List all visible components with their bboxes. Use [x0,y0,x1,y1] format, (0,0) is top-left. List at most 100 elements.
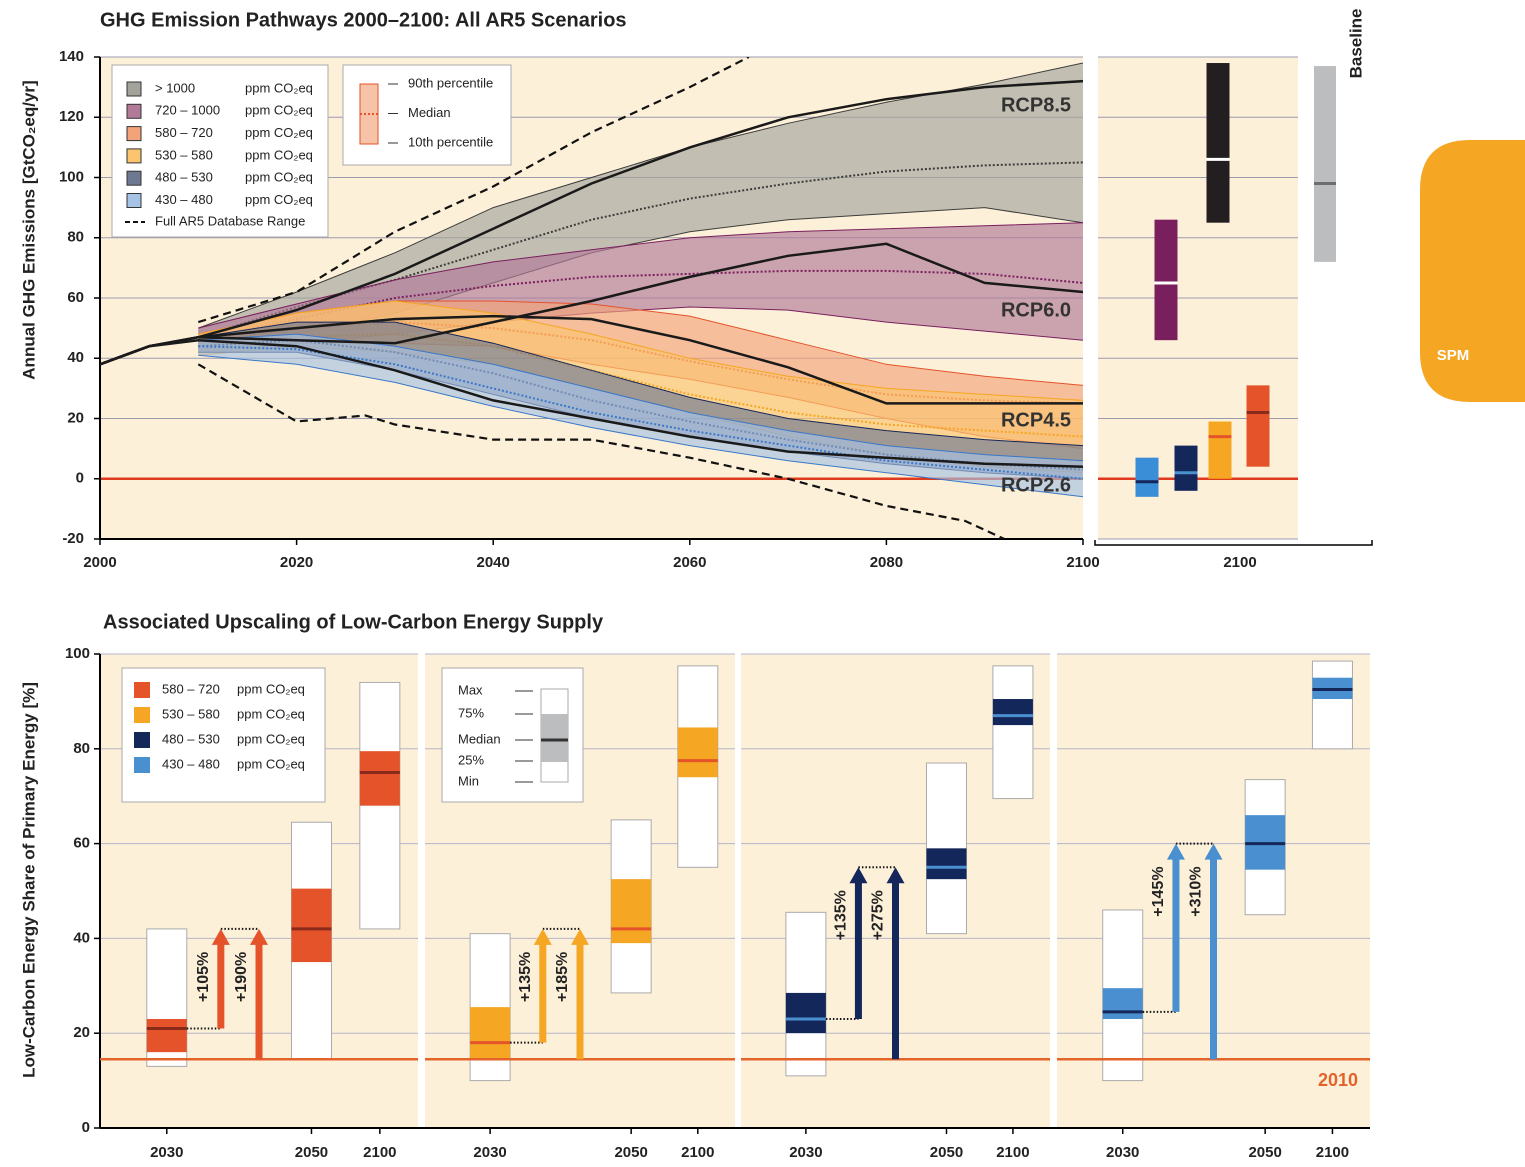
box-iqr [359,751,400,806]
box-whisker [992,665,1034,800]
y-tick-label: 80 [73,740,90,757]
y-tick-label: -20 [62,530,84,547]
increase-arrow [250,928,268,1060]
range-line [197,363,1005,539]
legend-label: > 1000 [155,80,195,95]
x-tick-label: 2100 [996,1144,1029,1161]
legend-label: 720 – 1000 [155,103,220,118]
range-bar [1208,421,1232,479]
legend-label: Min [458,773,479,788]
legend-swatch [126,103,142,119]
range-bar [1246,385,1270,467]
legend-label: 530 – 580 [155,147,213,162]
increase-arrow [533,928,552,1043]
y-tick-label: 100 [65,645,90,662]
band-upper [198,333,1083,462]
y-tick-label: 0 [82,1119,90,1136]
range-bar [1206,63,1230,223]
box-iqr [611,879,652,944]
section-tab [1420,140,1525,402]
reference-label: 2010 [1318,1070,1358,1090]
legend-label: 480 – 530 [162,731,220,746]
arrow-label: +135% [833,890,850,940]
box-iqr [1102,988,1143,1019]
legend-unit: ppm CO₂eq [245,170,313,185]
x-tick-label: 2050 [295,1144,328,1161]
scenario-label: RCP4.5 [1001,409,1071,431]
increase-arrow [886,867,905,1060]
legend-label: 75% [458,705,484,720]
x-tick-label: 2050 [1248,1144,1281,1161]
section-tab-label: SPM [1437,347,1470,364]
legend-swatch [126,193,142,208]
arrow-label: +135% [517,952,534,1002]
range-line [197,57,750,324]
scenario-label: RCP8.5 [1001,94,1071,116]
legend-label: 430 – 480 [162,756,220,771]
legend-unit: ppm CO₂eq [245,80,313,95]
scenario-label: RCP2.6 [1001,474,1071,496]
plot-data [100,57,1083,539]
legend-swatch [126,170,142,186]
legend-label: 430 – 480 [155,192,213,207]
scenario-line [100,338,1083,468]
legend-box-iqr [541,714,568,762]
legend-swatch [134,732,150,748]
arrow-label: +145% [1150,866,1167,916]
y-tick-label: 60 [67,289,84,306]
legend-unit: ppm CO₂eq [237,706,305,721]
y-tick-label: 140 [59,48,84,65]
box-iqr [470,1007,511,1060]
x-tick-label: 2100 [1316,1144,1349,1161]
x-tick-label: 2100 [1223,554,1256,571]
box-iqr [291,888,332,963]
x-tick-label: 2030 [473,1144,506,1161]
increase-arrow [571,928,589,1060]
x-tick-label: 2060 [673,554,706,571]
x-tick-label: 2040 [477,554,510,571]
x-tick-label: 2100 [1066,554,1099,571]
legend-unit: ppm CO₂eq [245,125,313,140]
y-tick-label: 20 [67,409,84,426]
scenario-line [100,314,1083,405]
legend-unit: ppm CO₂eq [245,192,313,207]
y-tick-label: 0 [76,470,84,487]
legend-unit: ppm CO₂eq [245,147,313,162]
band-median [198,345,1083,480]
range-bar-label: Baseline [1346,8,1365,78]
arrow-label: +105% [195,952,212,1002]
band-upper [198,321,1083,447]
legend-box [111,64,329,238]
legend-label: 90th percentile [408,75,493,90]
overlay: RCP8.5 RCP6.0 RCP4.5 RCP2.6 > 1000 ppm CO₂eq 7… [65,8,1373,1161]
legend-box [121,667,326,803]
band [198,63,1083,344]
range-bar [1174,445,1198,491]
legend-swatch [126,81,142,97]
legend-label: 10th percentile [408,134,493,149]
range-bar [1135,457,1159,497]
legend-label: Full AR5 Database Range [155,213,305,228]
chart-title: GHG Emission Pathways 2000–2100: All AR5… [100,9,627,31]
y-tick-label: 120 [59,108,84,125]
x-tick-label: 2000 [83,554,116,571]
legend-label: 580 – 720 [162,681,220,696]
arrow-label: +185% [554,952,571,1002]
box-iqr [926,848,967,880]
y-tick-label: 20 [73,1024,90,1041]
box-iqr [146,1018,187,1053]
increase-arrow [849,867,868,1019]
x-tick-label: 2080 [870,554,903,571]
legend-label: 530 – 580 [162,706,220,721]
x-tick-label: 2030 [150,1144,183,1161]
legend-unit: ppm CO₂eq [237,756,305,771]
x-tick-label: 2050 [930,1144,963,1161]
x-tick-label: 2100 [363,1144,396,1161]
y-tick-label: 40 [67,349,84,366]
x-tick-label: 2020 [280,554,313,571]
arrow-label: +310% [1188,866,1205,916]
legend-label: Median [408,105,451,120]
y-axis-label: Low-Carbon Energy Share of Primary Energ… [19,682,38,1078]
band-lower [198,354,1083,498]
